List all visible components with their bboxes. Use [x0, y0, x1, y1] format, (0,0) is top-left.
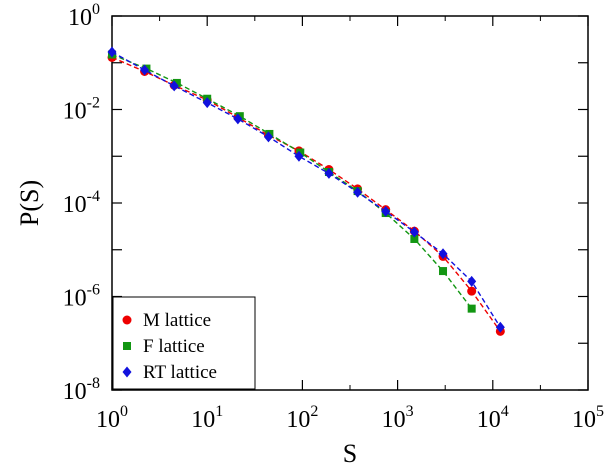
x-tick-label: 103	[382, 403, 414, 433]
data-point	[381, 205, 391, 217]
legend-marker	[122, 366, 132, 378]
y-tick-label: 10-6	[63, 282, 100, 312]
data-point	[439, 267, 448, 276]
data-point	[410, 234, 419, 243]
data-point	[467, 286, 477, 296]
legend-label: RT lattice	[143, 362, 217, 383]
data-point	[202, 97, 212, 109]
data-point	[353, 186, 363, 198]
x-axis-label: S	[343, 439, 357, 468]
data-point	[294, 150, 304, 162]
legend-label: F lattice	[143, 336, 205, 357]
y-tick-label: 10-2	[63, 95, 100, 125]
axis-ticks: 100 101 102 103 104 105 100 10-2 10-4 10-6 10-8	[63, 1, 604, 433]
legend: M lattice F lattice RT lattice	[112, 296, 256, 390]
series-0	[107, 52, 505, 336]
legend-box	[112, 296, 256, 390]
x-tick-label: 102	[286, 403, 318, 433]
legend-marker	[123, 342, 131, 350]
data-point	[172, 78, 181, 87]
data-point	[140, 64, 150, 76]
data-point	[169, 80, 179, 92]
data-point	[409, 226, 419, 238]
series-line	[111, 56, 501, 332]
x-tick-label: 104	[477, 403, 509, 433]
y-tick-label: 100	[68, 1, 100, 31]
legend-label: M lattice	[143, 310, 211, 331]
y-tick-label: 10-4	[63, 188, 100, 218]
data-point	[467, 304, 476, 313]
series-1	[108, 50, 476, 313]
legend-marker	[122, 315, 132, 325]
data-point	[495, 321, 505, 333]
x-tick-label: 105	[572, 403, 604, 433]
series-line	[111, 51, 501, 328]
data-point	[438, 248, 448, 260]
data-point	[107, 46, 117, 58]
series-line	[111, 53, 473, 310]
data-point	[233, 113, 243, 125]
data-point	[263, 131, 273, 143]
series-layer	[107, 46, 505, 336]
x-tick-label: 100	[96, 403, 128, 433]
series-2	[107, 46, 505, 333]
data-point	[467, 275, 477, 287]
y-tick-label: 10-8	[63, 375, 100, 405]
data-point	[324, 167, 334, 179]
x-tick-label: 101	[191, 403, 223, 433]
y-axis-label: P(S)	[15, 180, 44, 226]
